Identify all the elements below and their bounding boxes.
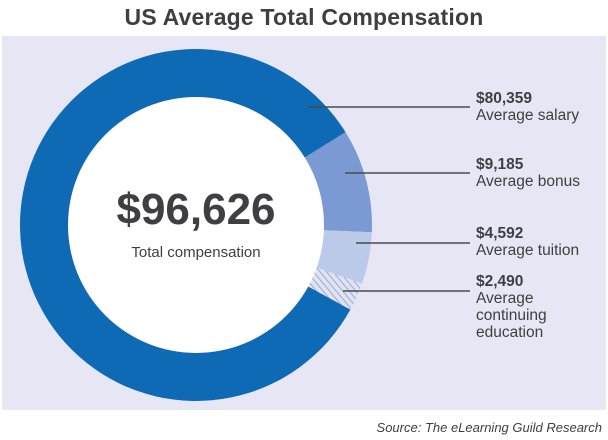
continuing-education-value: $2,490 bbox=[476, 273, 524, 290]
donut-hole bbox=[68, 97, 324, 353]
slice-label-bonus: $9,185 Average bonus bbox=[476, 156, 606, 190]
slice-label-salary: $80,359 Average salary bbox=[476, 90, 606, 124]
salary-name: Average salary bbox=[476, 107, 580, 124]
tuition-value: $4,592 bbox=[476, 225, 524, 242]
bonus-value: $9,185 bbox=[476, 156, 524, 173]
slice-label-tuition: $4,592 Average tuition bbox=[476, 225, 606, 259]
source-note: Source: The eLearning Guild Research bbox=[376, 420, 602, 435]
total-compensation-label: Total compensation bbox=[131, 244, 261, 261]
slice-label-continuing-education: $2,490 Average continuing education bbox=[476, 273, 606, 341]
bonus-name: Average bonus bbox=[476, 173, 580, 190]
salary-value: $80,359 bbox=[476, 90, 533, 107]
total-compensation-value: $96,626 bbox=[116, 185, 276, 234]
continuing-education-name: Average continuing education bbox=[476, 290, 547, 341]
tuition-name: Average tuition bbox=[476, 242, 580, 259]
chart-title: US Average Total Compensation bbox=[124, 4, 484, 30]
